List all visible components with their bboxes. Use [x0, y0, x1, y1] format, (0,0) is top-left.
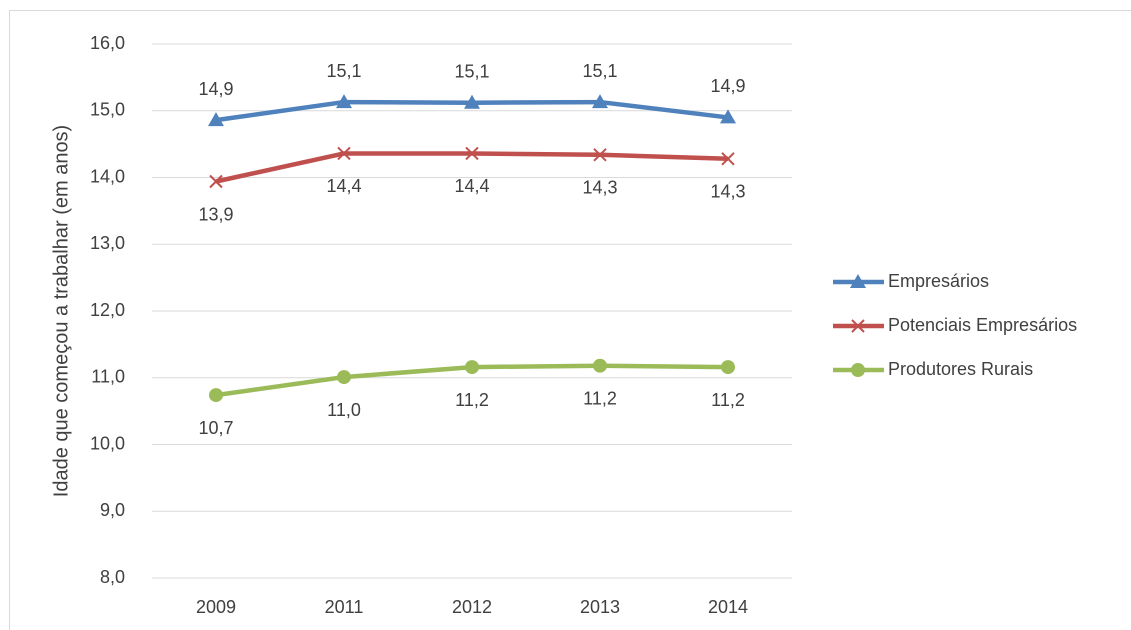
y-tick-label: 15,0 [90, 100, 125, 120]
x-tick-label: 2011 [325, 597, 364, 617]
marker [337, 146, 351, 161]
marker [592, 94, 608, 109]
legend-marker [851, 363, 865, 377]
legend-marker [850, 274, 866, 288]
data-label: 14,9 [198, 79, 233, 99]
series: 14,9 15,1 15,1 15,1 14,9 Empresários [198, 61, 989, 291]
y-tick-label: 14,0 [90, 166, 125, 186]
data-label: 14,3 [582, 178, 617, 198]
legend-label: Potenciais Empresários [888, 315, 1077, 335]
y-tick-label: 8,0 [100, 567, 125, 587]
marker [464, 94, 480, 109]
y-tick-label: 11,0 [91, 367, 125, 387]
marker [465, 360, 479, 375]
marker [720, 109, 736, 124]
data-label: 14,3 [710, 182, 745, 202]
marker [209, 388, 223, 403]
data-label: 14,4 [326, 176, 361, 196]
marker [593, 358, 607, 373]
series: 13,9 14,4 14,4 14,3 14,3 Potenciais Empresári… [198, 146, 1077, 335]
legend-label: Produtores Rurais [888, 359, 1033, 379]
y-tick-label: 9,0 [100, 500, 125, 520]
data-label: 15,1 [582, 61, 617, 81]
y-axis-title: Idade que começou a trabalhar (em anos) [50, 125, 72, 497]
data-label: 11,2 [583, 388, 617, 408]
marker [209, 174, 223, 189]
y-tick-label: 13,0 [90, 233, 125, 253]
y-tick-label: 16,0 [90, 33, 125, 53]
data-label: 15,1 [454, 61, 489, 81]
marker [336, 94, 352, 109]
data-label: 11,2 [455, 390, 489, 410]
marker [721, 152, 735, 166]
chart-border [9, 10, 1131, 630]
data-label: 14,9 [710, 76, 745, 96]
x-tick-label: 2013 [580, 597, 620, 617]
marker [593, 148, 607, 162]
data-label: 14,4 [454, 176, 489, 196]
series: 10,7 11,0 11,2 11,2 11,2 Produtores Rurais [198, 358, 1033, 438]
marker [337, 370, 351, 385]
y-tick-label: 10,0 [90, 433, 125, 453]
marker [465, 146, 479, 161]
marker [721, 360, 735, 375]
marker [208, 112, 224, 127]
x-tick-label: 2009 [196, 597, 236, 617]
legend-marker [851, 319, 865, 333]
data-label: 15,1 [326, 61, 361, 81]
data-label: 11,0 [327, 400, 361, 420]
legend-label: Empresários [888, 271, 989, 291]
y-tick-label: 12,0 [90, 300, 125, 320]
data-label: 10,7 [198, 418, 233, 438]
x-tick-label: 2012 [452, 597, 492, 617]
data-label: 13,9 [198, 204, 233, 224]
x-tick-label: 2014 [708, 597, 748, 617]
data-label: 11,2 [711, 390, 745, 410]
